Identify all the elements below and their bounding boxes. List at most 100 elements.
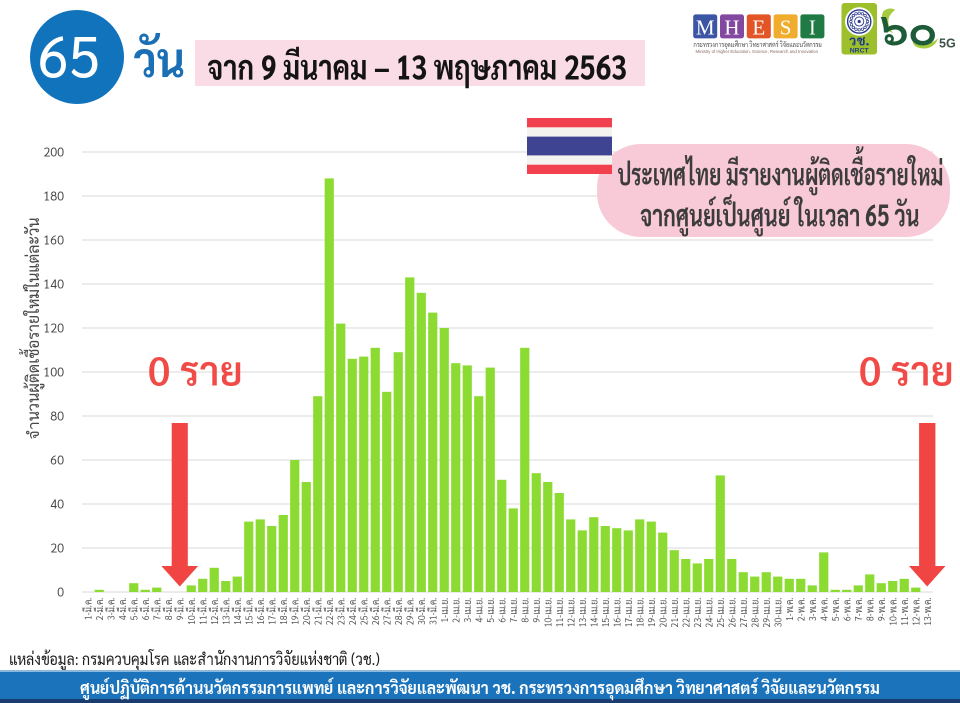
svg-text:25-มี.ค.: 25-มี.ค.	[358, 598, 371, 626]
svg-text:Ministry of Higher Education,: Ministry of Higher Education, Science, R…	[696, 49, 819, 55]
svg-text:80: 80	[50, 407, 64, 423]
svg-text:16-เม.ย.: 16-เม.ย.	[611, 598, 624, 628]
svg-text:4-มี.ค.: 4-มี.ค.	[116, 598, 129, 621]
svg-text:12-มี.ค.: 12-มี.ค.	[208, 598, 221, 626]
svg-text:4-พ.ค.: 4-พ.ค.	[818, 598, 831, 622]
svg-text:28-มี.ค.: 28-มี.ค.	[392, 598, 405, 626]
svg-text:23-มี.ค.: 23-มี.ค.	[335, 598, 348, 626]
svg-text:24-มี.ค.: 24-มี.ค.	[346, 598, 359, 626]
svg-text:14-มี.ค.: 14-มี.ค.	[231, 598, 244, 626]
svg-text:12-พ.ค.: 12-พ.ค.	[910, 598, 923, 626]
svg-text:5-เม.ย.: 5-เม.ย.	[484, 598, 497, 623]
svg-text:0 ราย: 0 ราย	[148, 344, 242, 396]
svg-text:120: 120	[43, 319, 64, 335]
svg-text:13-พ.ค.: 13-พ.ค.	[921, 598, 934, 626]
svg-text:M: M	[696, 15, 715, 39]
svg-text:8-พ.ค.: 8-พ.ค.	[864, 598, 877, 622]
svg-text:1-เม.ย.: 1-เม.ย.	[438, 598, 451, 623]
svg-text:9-มี.ค.: 9-มี.ค.	[174, 598, 187, 621]
svg-text:40: 40	[50, 495, 64, 511]
svg-text:1-มี.ค.: 1-มี.ค.	[82, 598, 95, 621]
svg-text:14-เม.ย.: 14-เม.ย.	[588, 598, 601, 628]
svg-text:5-พ.ค.: 5-พ.ค.	[829, 598, 842, 622]
svg-text:วช.: วช.	[849, 33, 869, 50]
svg-text:160: 160	[43, 231, 64, 247]
svg-text:9-เม.ย.: 9-เม.ย.	[530, 598, 543, 623]
svg-text:29-มี.ค.: 29-มี.ค.	[404, 598, 417, 626]
svg-text:0 ราย: 0 ราย	[859, 344, 953, 396]
svg-text:ศูนย์ปฏิบัติการด้านนวัตกรรมการ: ศูนย์ปฏิบัติการด้านนวัตกรรมการแพทย์ และก…	[80, 676, 880, 701]
svg-text:65: 65	[38, 17, 100, 92]
svg-text:6-เม.ย.: 6-เม.ย.	[496, 598, 509, 623]
svg-text:4-เม.ย.: 4-เม.ย.	[473, 598, 486, 623]
svg-text:12-เม.ย.: 12-เม.ย.	[565, 598, 578, 628]
svg-text:10-มี.ค.: 10-มี.ค.	[185, 598, 198, 626]
svg-text:7-พ.ค.: 7-พ.ค.	[852, 598, 865, 622]
svg-text:22-เม.ย.: 22-เม.ย.	[680, 598, 693, 628]
svg-text:2-มี.ค.: 2-มี.ค.	[93, 598, 106, 621]
svg-text:180: 180	[43, 187, 64, 203]
svg-text:25-เม.ย.: 25-เม.ย.	[714, 598, 727, 628]
svg-text:27-มี.ค.: 27-มี.ค.	[381, 598, 394, 626]
svg-text:3-พ.ค.: 3-พ.ค.	[806, 598, 819, 622]
svg-text:11-พ.ค.: 11-พ.ค.	[898, 598, 911, 626]
svg-text:17-มี.ค.: 17-มี.ค.	[266, 598, 279, 626]
svg-text:8-เม.ย.: 8-เม.ย.	[519, 598, 532, 623]
svg-text:3-มี.ค.: 3-มี.ค.	[105, 598, 118, 621]
svg-text:17-เม.ย.: 17-เม.ย.	[622, 598, 635, 628]
svg-text:20-มี.ค.: 20-มี.ค.	[300, 598, 313, 626]
svg-text:28-เม.ย.: 28-เม.ย.	[749, 598, 762, 628]
svg-text:24-เม.ย.: 24-เม.ย.	[703, 598, 716, 628]
svg-text:2-พ.ค.: 2-พ.ค.	[795, 598, 808, 622]
svg-text:10-เม.ย.: 10-เม.ย.	[542, 598, 555, 628]
svg-text:๖๐: ๖๐	[880, 0, 937, 56]
svg-text:29-เม.ย.: 29-เม.ย.	[760, 598, 773, 628]
svg-text:11-เม.ย.: 11-เม.ย.	[553, 598, 566, 628]
svg-text:21-มี.ค.: 21-มี.ค.	[312, 598, 325, 626]
svg-text:5-มี.ค.: 5-มี.ค.	[128, 598, 141, 621]
svg-text:3-เม.ย.: 3-เม.ย.	[461, 598, 474, 623]
svg-text:H: H	[724, 15, 739, 39]
svg-text:แหล่งข้อมูล: กรมควบคุมโรค และส: แหล่งข้อมูล: กรมควบคุมโรค และสำนักงานการ…	[9, 647, 380, 672]
svg-text:13-เม.ย.: 13-เม.ย.	[576, 598, 589, 628]
svg-text:27-เม.ย.: 27-เม.ย.	[737, 598, 750, 628]
svg-text:7-มี.ค.: 7-มี.ค.	[151, 598, 164, 621]
svg-text:จาก 9 มีนาคม – 13 พฤษภาคม 2563: จาก 9 มีนาคม – 13 พฤษภาคม 2563	[208, 43, 627, 87]
svg-text:26-เม.ย.: 26-เม.ย.	[726, 598, 739, 628]
svg-text:100: 100	[43, 363, 64, 379]
svg-text:8-มี.ค.: 8-มี.ค.	[162, 598, 175, 621]
svg-text:7-เม.ย.: 7-เม.ย.	[507, 598, 520, 623]
svg-text:140: 140	[43, 275, 64, 291]
svg-text:30-เม.ย.: 30-เม.ย.	[772, 598, 785, 628]
svg-text:จากศูนย์เป็นศูนย์ ในเวลา 65 วั: จากศูนย์เป็นศูนย์ ในเวลา 65 วัน	[640, 194, 919, 237]
svg-text:200: 200	[43, 143, 64, 159]
svg-text:E: E	[752, 15, 765, 39]
svg-text:15-เม.ย.: 15-เม.ย.	[599, 598, 612, 628]
svg-text:S: S	[780, 15, 792, 39]
svg-text:60: 60	[50, 451, 64, 467]
svg-text:I: I	[809, 15, 816, 39]
svg-text:19-เม.ย.: 19-เม.ย.	[645, 598, 658, 628]
svg-text:15-มี.ค.: 15-มี.ค.	[243, 598, 256, 626]
svg-text:23-เม.ย.: 23-เม.ย.	[691, 598, 704, 628]
svg-text:5G: 5G	[939, 37, 956, 51]
svg-text:วัน: วัน	[134, 27, 186, 89]
svg-text:18-เม.ย.: 18-เม.ย.	[634, 598, 647, 628]
svg-text:13-มี.ค.: 13-มี.ค.	[220, 598, 233, 626]
svg-text:NRCT: NRCT	[850, 48, 870, 55]
svg-text:9-พ.ค.: 9-พ.ค.	[875, 598, 888, 622]
svg-text:11-มี.ค.: 11-มี.ค.	[197, 598, 210, 626]
svg-text:ประเทศไทย มีรายงานผู้ติดเชื้อร: ประเทศไทย มีรายงานผู้ติดเชื้อรายใหม่	[618, 147, 944, 196]
svg-text:2-เม.ย.: 2-เม.ย.	[450, 598, 463, 623]
svg-text:1-พ.ค.: 1-พ.ค.	[783, 598, 796, 622]
svg-text:20: 20	[50, 539, 64, 555]
svg-text:16-มี.ค.: 16-มี.ค.	[254, 598, 267, 626]
svg-text:31-มี.ค.: 31-มี.ค.	[427, 598, 440, 626]
svg-text:6-มี.ค.: 6-มี.ค.	[139, 598, 152, 621]
svg-text:กระทรวงการอุดมศึกษา วิทยาศาสตร: กระทรวงการอุดมศึกษา วิทยาศาสตร์ วิจัยและ…	[693, 40, 822, 50]
svg-text:19-มี.ค.: 19-มี.ค.	[289, 598, 302, 626]
svg-text:จำนวนผู้ติดเชื้อรายใหม่ในแต่ละ: จำนวนผู้ติดเชื้อรายใหม่ในแต่ละวัน	[20, 217, 45, 440]
svg-text:30-มี.ค.: 30-มี.ค.	[415, 598, 428, 626]
svg-text:21-เม.ย.: 21-เม.ย.	[668, 598, 681, 628]
svg-text:22-มี.ค.: 22-มี.ค.	[323, 598, 336, 626]
